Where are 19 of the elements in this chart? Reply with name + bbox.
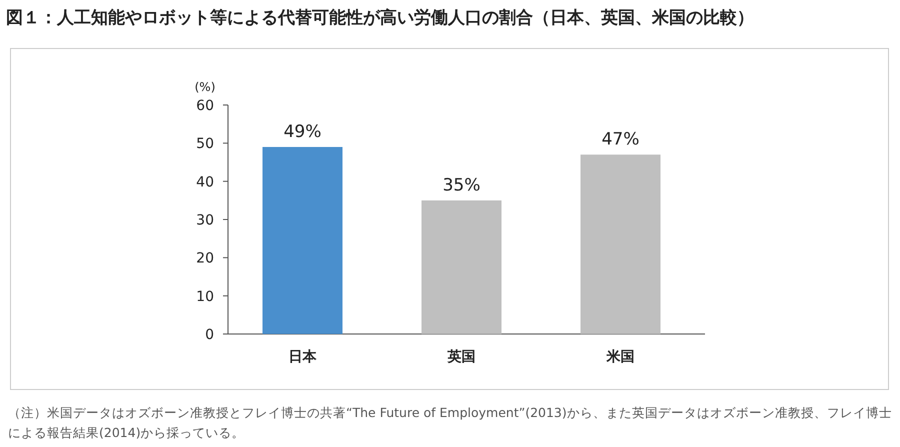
y-tick-label: 40 — [196, 174, 214, 190]
bar — [580, 154, 660, 334]
y-tick-label: 50 — [196, 136, 214, 152]
x-tick-label: 英国 — [446, 349, 476, 365]
chart-title: 図１：人工知能やロボット等による代替可能性が高い労働人口の割合（日本、英国、米国の比較） — [6, 7, 754, 29]
y-axis-title: (%) — [194, 80, 216, 94]
text: （注）米国データはオズボーン准教授とフレイ博士の共著“The Future of Employment”(2013)から、また英国データはオズボーン准教授、フレイ博士による報告結果(2014)から採っている。 — [8, 404, 893, 442]
data-label: 35% — [442, 175, 480, 196]
x-tick-label: 米国 — [606, 349, 634, 365]
bar — [262, 146, 342, 334]
y-tick-label: 10 — [196, 288, 214, 305]
data-label: 49% — [284, 122, 322, 142]
y-tick-label: 30 — [196, 212, 214, 228]
bar — [422, 200, 502, 334]
x-tick-label: 日本 — [288, 349, 318, 365]
data-label: 47% — [602, 130, 640, 150]
y-tick-label: 0 — [205, 327, 214, 343]
y-tick-label: 60 — [196, 98, 214, 114]
y-tick-label: 20 — [196, 250, 214, 267]
